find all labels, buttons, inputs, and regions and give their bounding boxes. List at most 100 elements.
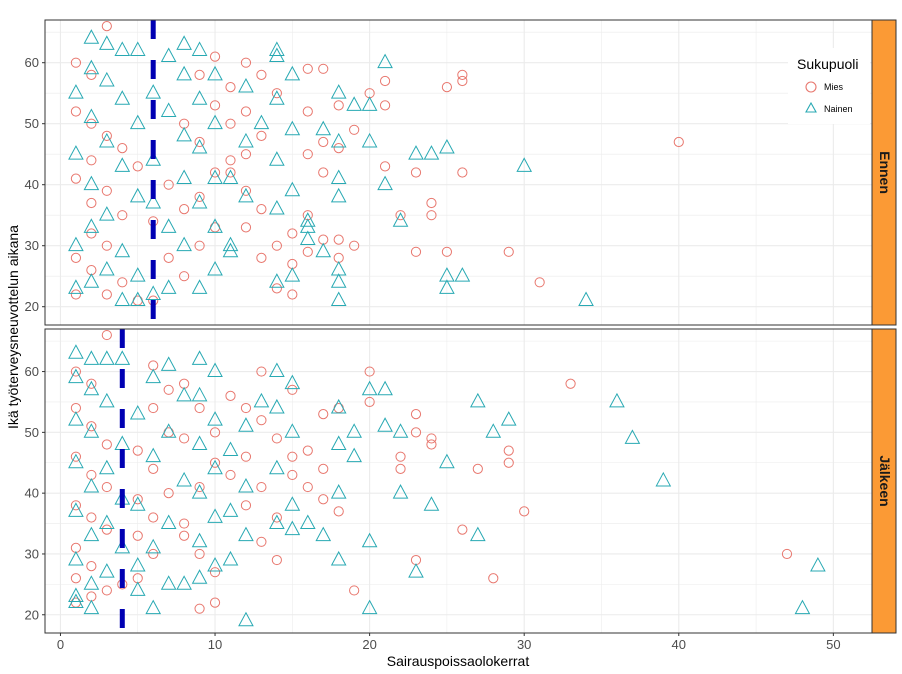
point-nainen [439, 453, 455, 469]
point-mies [86, 228, 97, 239]
point-nainen [315, 526, 332, 542]
point-nainen [145, 599, 162, 615]
panel-ennen: 20 30 40 50 60 Ennen [25, 19, 897, 326]
panel-jalkeen: 20 30 40 50 60 Jälkeen [25, 328, 897, 634]
gridlines-jalkeen [45, 329, 872, 633]
point-mies [117, 277, 128, 288]
y-tick-label: 60 [25, 364, 39, 379]
point-nainen [423, 145, 440, 160]
point-mies [70, 573, 82, 584]
point-mies [148, 548, 159, 560]
point-mies [457, 167, 468, 178]
point-mies [225, 469, 236, 481]
point-nainen [68, 453, 84, 469]
point-nainen [68, 145, 84, 160]
point-nainen [160, 423, 177, 438]
point-nainen [114, 538, 131, 554]
point-nainen [145, 285, 162, 300]
point-nainen [330, 132, 347, 148]
point-mies [519, 506, 530, 517]
point-mies [179, 518, 190, 529]
points-ennen [68, 21, 684, 307]
point-nainen [176, 386, 192, 402]
point-nainen [83, 108, 100, 124]
point-nainen [83, 526, 100, 542]
point-nainen [83, 380, 100, 396]
point-mies [132, 161, 143, 172]
point-nainen [191, 193, 208, 209]
point-nainen [145, 84, 162, 99]
y-tick-label: 30 [25, 546, 39, 561]
point-mies [318, 167, 329, 178]
point-nainen [207, 362, 223, 377]
point-mies [379, 100, 391, 111]
point-nainen [207, 114, 223, 130]
point-mies [395, 463, 406, 474]
point-nainen [284, 374, 301, 390]
point-nainen [269, 41, 285, 56]
point-nainen [454, 267, 471, 282]
point-mies [194, 191, 205, 202]
point-nainen [83, 423, 100, 438]
point-mies [395, 451, 406, 462]
point-nainen [68, 279, 84, 294]
point-nainen [68, 502, 84, 517]
point-mies [287, 289, 298, 300]
point-nainen [222, 441, 239, 457]
point-mies [287, 384, 298, 395]
point-mies [271, 512, 282, 523]
point-nainen [423, 496, 440, 511]
point-nainen [330, 484, 347, 499]
point-nainen [68, 236, 84, 252]
point-mies [333, 100, 344, 111]
point-mies [302, 246, 313, 257]
point-mies [148, 463, 159, 474]
strip-ennen [871, 19, 897, 326]
point-nainen [83, 477, 100, 493]
point-nainen [129, 291, 146, 307]
point-mies [163, 488, 174, 499]
point-nainen [500, 411, 517, 426]
point-mies [70, 289, 82, 300]
point-mies [86, 512, 97, 523]
point-nainen [83, 575, 100, 590]
point-mies [132, 494, 143, 505]
point-mies [271, 433, 282, 444]
point-nainen [83, 273, 100, 288]
point-mies [379, 161, 391, 172]
point-nainen [315, 242, 332, 258]
point-nainen [346, 423, 362, 438]
point-nainen [609, 392, 625, 408]
point-mies [426, 433, 437, 444]
point-nainen [98, 206, 115, 221]
point-nainen [253, 392, 270, 408]
point-nainen [68, 84, 84, 99]
point-nainen [191, 90, 208, 105]
point-nainen [83, 350, 100, 365]
point-nainen [330, 273, 347, 288]
point-mies [179, 271, 190, 282]
point-nainen [207, 65, 223, 81]
point-mies [86, 561, 97, 572]
point-nainen [145, 538, 162, 554]
point-nainen [516, 157, 533, 172]
point-nainen [160, 514, 177, 529]
x-axis-ticks: 0 10 20 30 40 50 [57, 633, 841, 652]
point-nainen [810, 557, 826, 572]
point-mies [148, 402, 159, 414]
point-nainen [191, 350, 208, 365]
point-mies [86, 118, 97, 129]
x-tick-label: 0 [57, 637, 64, 652]
point-mies [333, 506, 344, 517]
point-mies [271, 283, 282, 294]
point-nainen [145, 368, 162, 384]
point-nainen [392, 212, 409, 227]
point-mies [86, 69, 97, 81]
point-nainen [176, 65, 192, 81]
point-mies [534, 277, 545, 288]
point-nainen [299, 230, 316, 246]
point-nainen [176, 236, 192, 252]
point-nainen [191, 386, 208, 402]
point-mies [302, 481, 313, 493]
point-mies [287, 228, 298, 239]
